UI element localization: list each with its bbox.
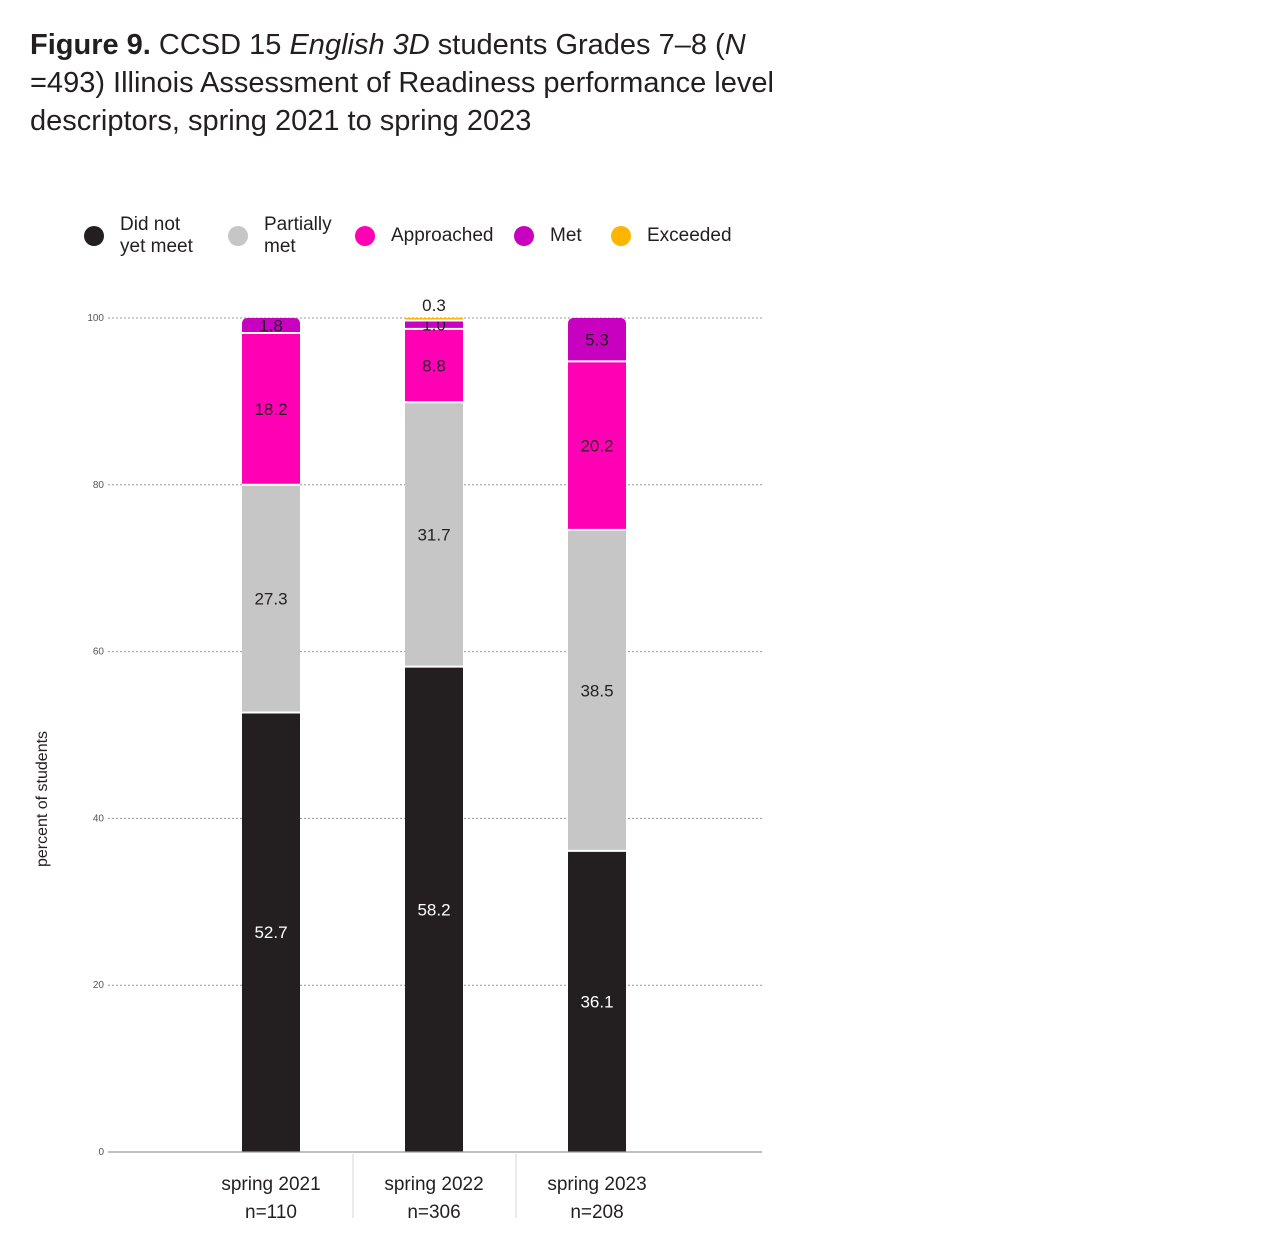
bar-segment-1-4: [405, 318, 463, 321]
data-label-1-2: 8.8: [422, 357, 446, 376]
legend-swatch-exceeded: [611, 226, 631, 246]
legend-label-approached: Approached: [391, 225, 494, 246]
data-label-0-1: 27.3: [254, 590, 287, 609]
title-italic-1: English 3D: [289, 29, 430, 61]
data-label-1-4: 0.3: [422, 296, 446, 315]
chart-legend: Did not yet meet Partially met Approache…: [84, 212, 784, 260]
x-tick-label-2: spring 2023: [547, 1174, 646, 1195]
y-tick-label-0: 0: [98, 1147, 104, 1158]
figure-title: Figure 9. CCSD 15 English 3D students Gr…: [30, 26, 790, 140]
data-label-2-0: 36.1: [580, 992, 613, 1011]
title-text-3: =493) Illinois Assessment of Readiness p…: [30, 67, 774, 137]
bar-segment-1-3: [405, 320, 463, 329]
x-tick-label-0: spring 2021: [221, 1174, 320, 1195]
y-axis-label: percent of students: [34, 731, 51, 867]
y-tick-label-80: 80: [93, 480, 105, 491]
legend-item-met: Met: [514, 212, 582, 260]
bar-segment-2-3: [568, 318, 626, 362]
legend-label-met: Met: [550, 225, 582, 246]
title-text-2: students Grades 7–8 (: [429, 29, 725, 61]
legend-label-exceeded: Exceeded: [647, 225, 732, 246]
bar-segment-1-0: [405, 666, 463, 1152]
y-tick-label-20: 20: [93, 980, 105, 991]
bar-segment-2-1: [568, 529, 626, 851]
legend-item-partially-met: Partially met: [228, 212, 332, 260]
bar-segment-0-0: [242, 712, 300, 1152]
legend-item-did-not-yet-meet: Did not yet meet: [84, 212, 193, 260]
data-label-0-2: 18.2: [254, 400, 287, 419]
legend-label-partially-met: Partially met: [264, 214, 332, 257]
bar-segment-0-1: [242, 484, 300, 713]
legend-item-approached: Approached: [355, 212, 493, 260]
bar-segment-2-0: [568, 850, 626, 1152]
data-label-0-0: 52.7: [254, 923, 287, 942]
bar-segment-0-2: [242, 333, 300, 485]
data-label-1-0: 58.2: [417, 900, 450, 919]
title-text-1: CCSD 15: [150, 29, 290, 61]
figure-number: Figure 9.: [30, 29, 151, 61]
legend-label-did-not-yet-meet: Did not yet meet: [120, 214, 193, 257]
bar-segment-2-2: [568, 361, 626, 530]
y-tick-label-40: 40: [93, 813, 105, 824]
y-tick-label-60: 60: [93, 647, 105, 658]
legend-item-exceeded: Exceeded: [611, 212, 732, 260]
bar-segment-1-1: [405, 402, 463, 667]
x-tick-n-label-2: n=208: [570, 1202, 623, 1223]
legend-swatch-met: [514, 226, 534, 246]
data-label-2-3: 5.3: [585, 331, 609, 350]
legend-swatch-approached: [355, 226, 375, 246]
data-label-1-1: 31.7: [417, 525, 450, 544]
x-tick-label-1: spring 2022: [384, 1174, 483, 1195]
y-tick-label-100: 100: [87, 313, 104, 324]
title-italic-2: N: [724, 29, 746, 61]
data-label-2-2: 20.2: [580, 437, 613, 456]
legend-swatch-did-not-yet-meet: [84, 226, 104, 246]
legend-swatch-partially-met: [228, 226, 248, 246]
data-label-0-3: 1.8: [259, 317, 283, 336]
data-label-2-1: 38.5: [580, 681, 613, 700]
x-tick-n-label-1: n=306: [407, 1202, 460, 1223]
bar-segment-1-2: [405, 328, 463, 403]
bar-segment-0-3: [242, 318, 300, 334]
x-tick-n-label-0: n=110: [245, 1202, 297, 1223]
